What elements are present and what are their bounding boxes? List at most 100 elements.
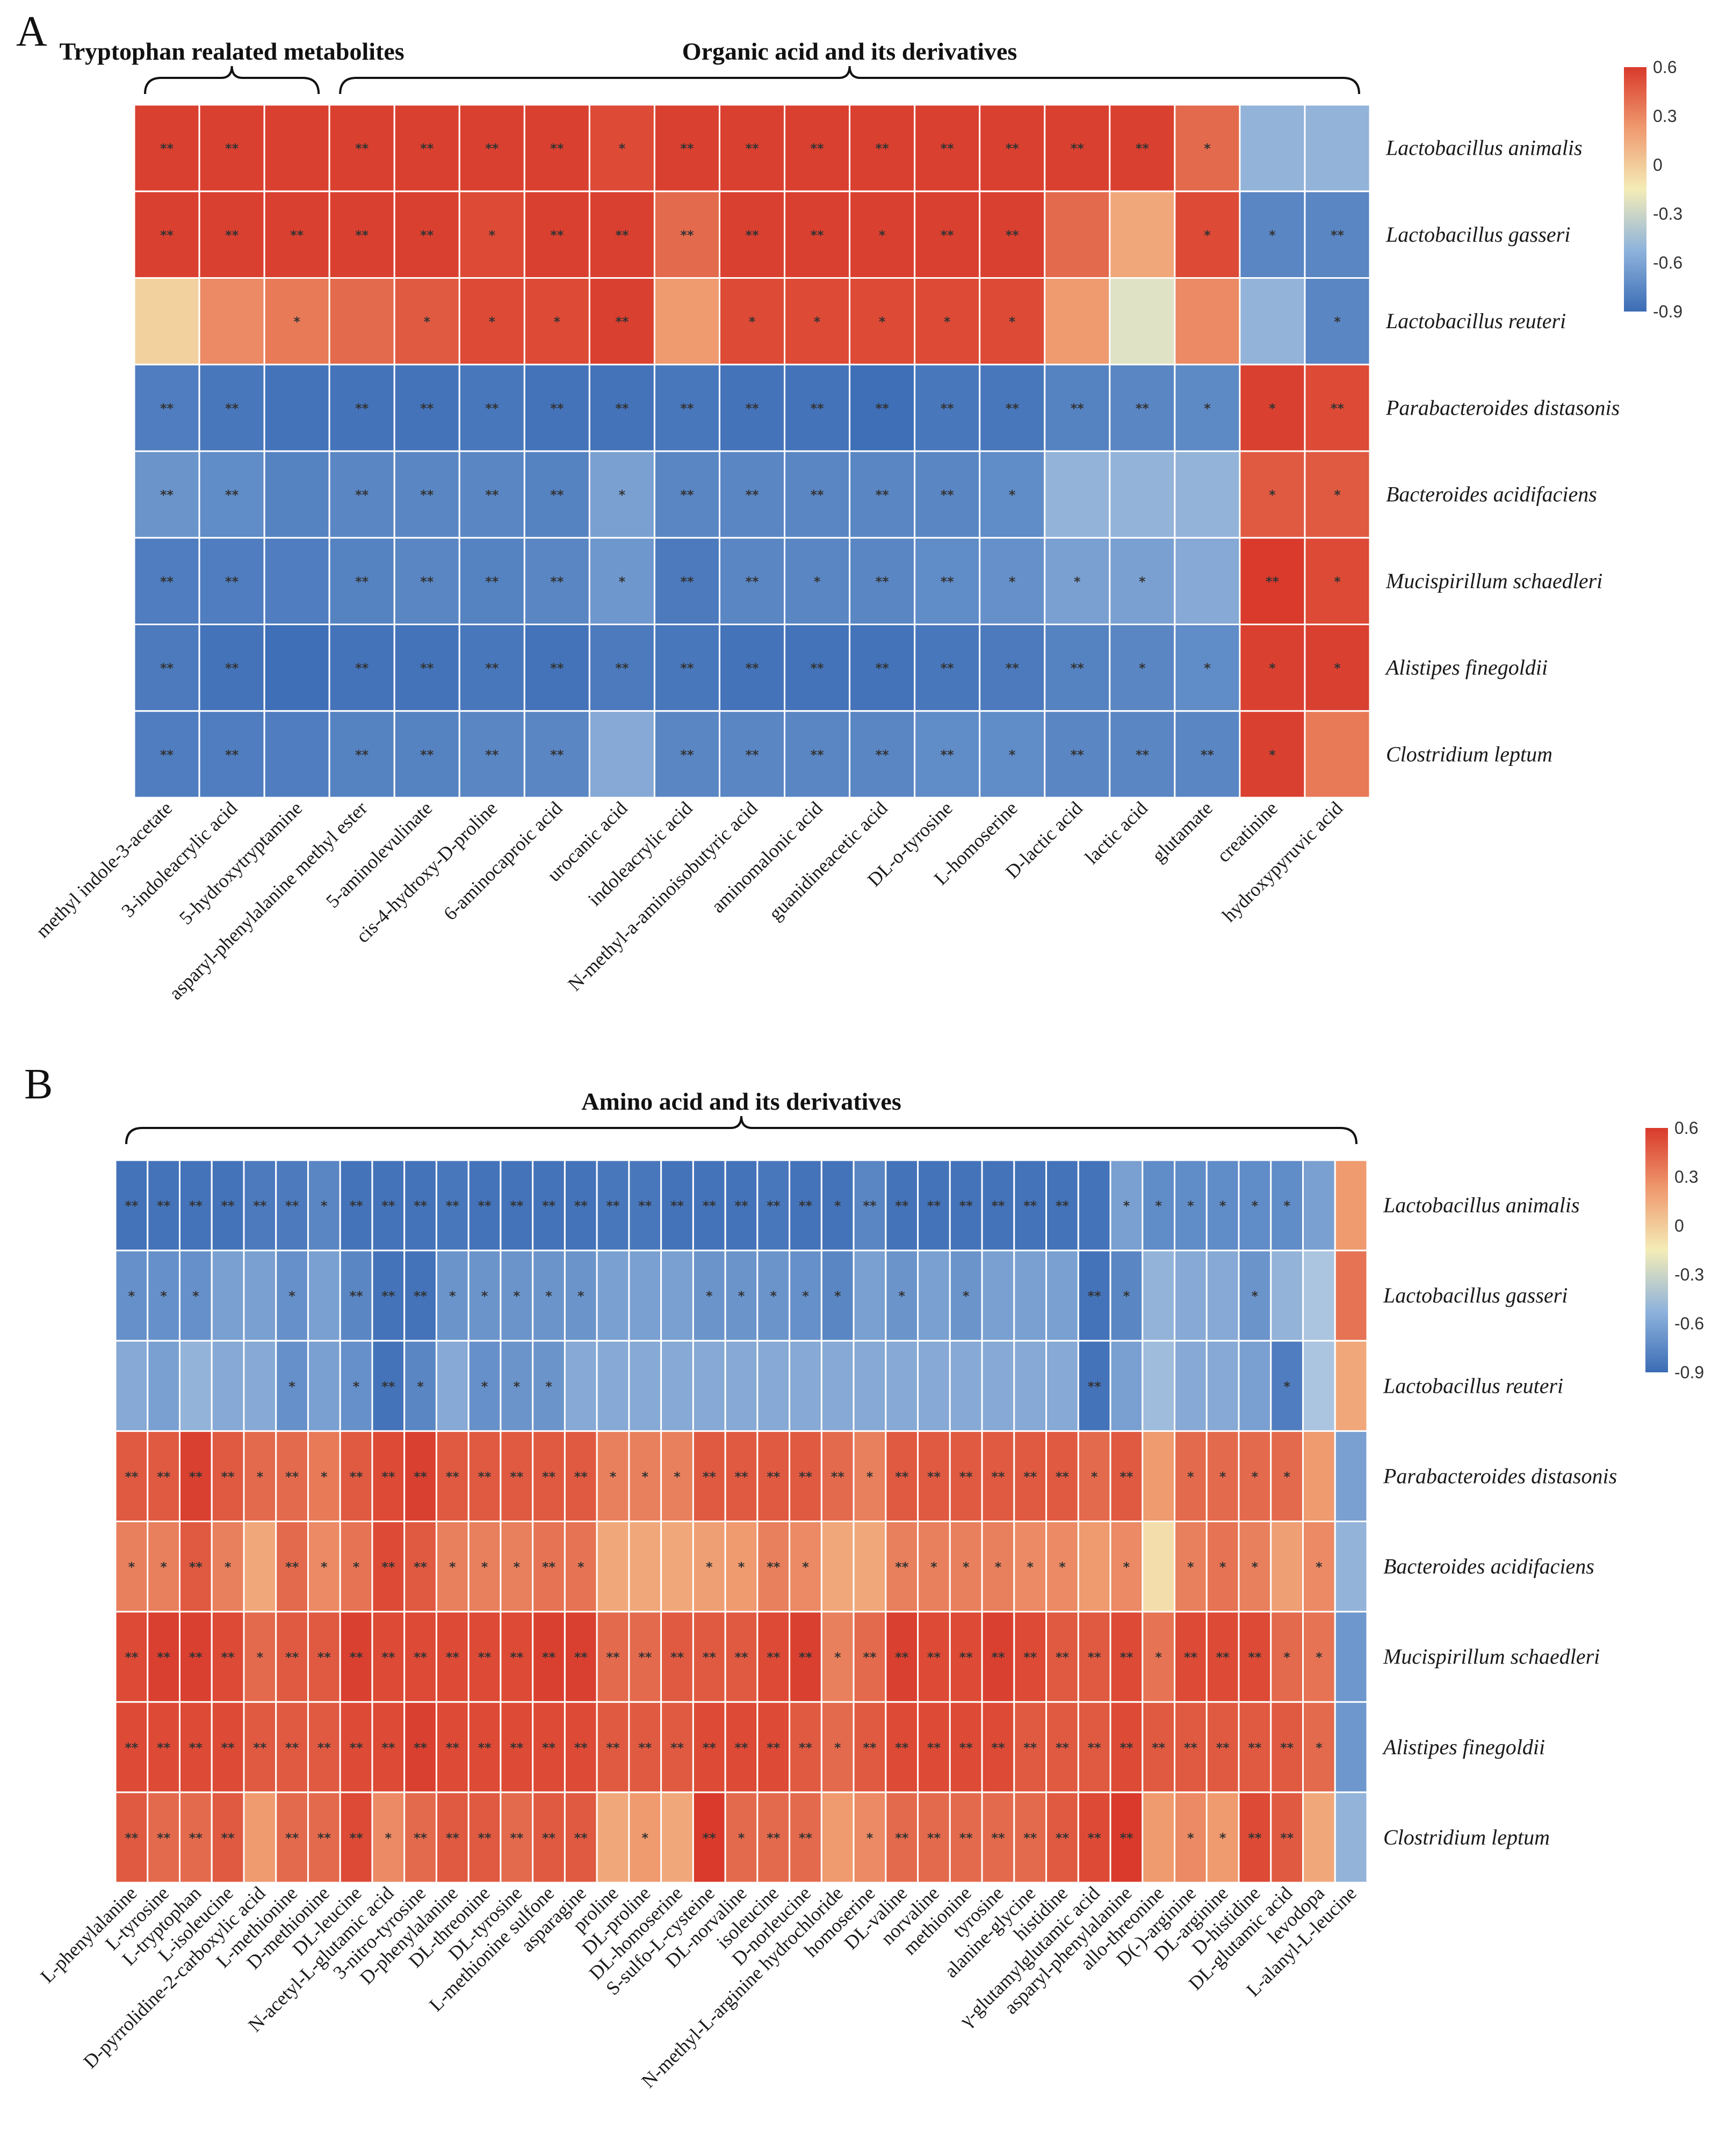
significance-mark: *: [963, 1560, 970, 1575]
significance-mark: *: [1334, 574, 1341, 589]
heatmap-cell-b-r3-c3: [211, 1430, 245, 1522]
significance-mark: **: [253, 1740, 267, 1755]
significance-mark: **: [253, 1198, 267, 1213]
heatmap-cell-b-r5-c32: [1142, 1611, 1176, 1703]
significance-mark: **: [355, 488, 369, 503]
significance-mark: **: [745, 401, 759, 416]
heatmap-cell-b-r1-c2: [178, 1249, 213, 1342]
significance-mark: **: [285, 1650, 299, 1665]
heatmap-cell-b-r7-c12: [500, 1791, 534, 1884]
group-label: Amino acid and its derivatives: [581, 1088, 901, 1115]
heatmap-cell-b-r1-c37: [1302, 1249, 1336, 1342]
heatmap-cell-b-r2-c1: [147, 1340, 180, 1432]
row-label: Alistipes finegoldii: [1382, 1735, 1545, 1759]
significance-mark: **: [381, 1289, 395, 1304]
heatmap-cell-a-r3-c11: [849, 364, 916, 452]
significance-mark: **: [1152, 1740, 1166, 1755]
significance-mark: **: [767, 1198, 781, 1213]
heatmap-cell-b-r7-c11: [467, 1791, 502, 1884]
heatmap-cell-a-r5-c2: [263, 537, 330, 625]
heatmap-cell-a-r2-c3: [328, 277, 395, 366]
colorbar-tick-label: 0.3: [1674, 1167, 1698, 1186]
heatmap-cell-b-r0-c10: [435, 1159, 470, 1251]
significance-mark: **: [927, 1469, 941, 1484]
heatmap-cell-b-r2-c4: [243, 1340, 277, 1432]
heatmap-cell-a-r0-c10: [784, 104, 851, 192]
panel-label-b: B: [24, 1061, 53, 1108]
heatmap-cell-b-r6-c27: [981, 1701, 1015, 1793]
significance-mark: **: [285, 1469, 299, 1484]
significance-mark: **: [876, 488, 890, 503]
significance-mark: **: [1071, 747, 1085, 762]
significance-mark: **: [876, 661, 890, 676]
heatmap-cell-a-r2-c14: [1044, 277, 1111, 366]
heatmap-cell-b-r0-c32: [1142, 1159, 1176, 1251]
significance-mark: *: [619, 488, 626, 503]
significance-mark: **: [414, 1198, 428, 1213]
heatmap-cell-b-r5-c13: [532, 1611, 566, 1703]
significance-mark: *: [1219, 1469, 1226, 1484]
row-label: Bacteroides acidifaciens: [1383, 1554, 1594, 1579]
significance-mark: **: [734, 1650, 748, 1665]
heatmap-cell-b-r1-c25: [917, 1249, 951, 1342]
significance-mark: **: [381, 1560, 395, 1575]
heatmap-cell-b-r5-c25: [917, 1611, 951, 1703]
heatmap-cell-b-r7-c23: [853, 1791, 887, 1884]
significance-mark: **: [1280, 1831, 1294, 1846]
heatmap-cell-b-r7-c14: [564, 1791, 598, 1884]
heatmap-cell-a-r1-c3: [328, 190, 395, 279]
significance-mark: **: [157, 1650, 171, 1665]
significance-mark: **: [221, 1740, 235, 1755]
heatmap-cell-b-r1-c36: [1270, 1249, 1304, 1342]
significance-mark: **: [550, 488, 564, 503]
heatmap-cell-a-r6-c18: [1304, 624, 1371, 712]
significance-mark: **: [420, 141, 434, 156]
significance-mark: **: [927, 1740, 941, 1755]
significance-mark: **: [863, 1740, 877, 1755]
heatmap-cell-b-r4-c3: [211, 1521, 245, 1613]
heatmap-cell-b-r5-c30: [1077, 1611, 1111, 1703]
colorbar-tick-label: -0.9: [1653, 302, 1682, 321]
significance-mark: *: [802, 1289, 809, 1304]
heatmap-cell-b-r1-c30: [1077, 1249, 1111, 1342]
heatmap-cell-b-r1-c34: [1205, 1249, 1240, 1342]
significance-mark: *: [1334, 314, 1341, 329]
heatmap-cell-a-r0-c18: [1304, 104, 1371, 192]
heatmap-cell-a-r2-c13: [979, 277, 1046, 366]
heatmap-cell-a-r6-c13: [979, 624, 1046, 712]
heatmap-cell-a-r3-c6: [523, 364, 590, 452]
significance-mark: *: [1139, 661, 1146, 676]
significance-mark: **: [420, 488, 434, 503]
significance-mark: *: [1334, 661, 1341, 676]
column-label: 3-indoleacrylic acid: [117, 797, 241, 921]
heatmap-cell-b-r2-c16: [628, 1340, 662, 1432]
heatmap-cell-a-r2-c5: [458, 277, 525, 366]
significance-mark: *: [225, 1560, 232, 1575]
significance-mark: **: [745, 488, 759, 503]
heatmap-cell-b-r4-c38: [1334, 1521, 1368, 1613]
significance-mark: **: [1248, 1650, 1262, 1665]
heatmap-cell-a-r4-c15: [1109, 450, 1176, 539]
heatmap-cell-b-r7-c3: [211, 1791, 245, 1884]
heatmap-cell-b-r1-c14: [564, 1249, 598, 1342]
heatmap-cell-b-r7-c33: [1174, 1791, 1208, 1884]
heatmap-cell-b-r2-c31: [1109, 1340, 1144, 1432]
significance-mark: **: [680, 488, 694, 503]
heatmap-cell-b-r6-c36: [1270, 1701, 1304, 1793]
significance-mark: **: [959, 1469, 973, 1484]
significance-mark: *: [1059, 1560, 1066, 1575]
significance-mark: *: [1269, 661, 1276, 676]
significance-mark: **: [510, 1650, 524, 1665]
significance-mark: **: [478, 1740, 492, 1755]
heatmap-cell-a-r2-c15: [1109, 277, 1176, 366]
heatmap-cell-b-r3-c23: [853, 1430, 887, 1522]
colorbar-tick-label: 0.6: [1653, 57, 1677, 77]
significance-mark: **: [221, 1198, 235, 1213]
significance-mark: **: [1184, 1740, 1198, 1755]
heatmap-cell-a-r4-c8: [653, 450, 720, 539]
heatmap-cell-a-r7-c18: [1304, 710, 1371, 799]
significance-mark: *: [1187, 1831, 1194, 1846]
heatmap-cell-a-r0-c8: [653, 104, 720, 192]
significance-mark: **: [189, 1650, 203, 1665]
